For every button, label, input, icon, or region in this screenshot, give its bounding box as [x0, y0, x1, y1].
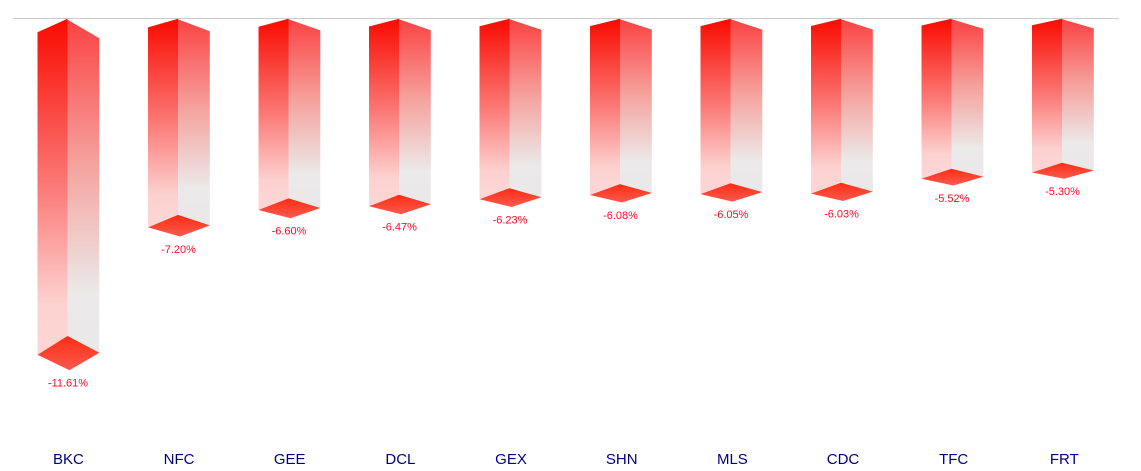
svg-text:DCL: DCL [385, 451, 415, 468]
svg-text:MLS: MLS [717, 451, 748, 468]
svg-text:-6.05%: -6.05% [714, 209, 749, 221]
svg-text:-6.23%: -6.23% [493, 214, 528, 226]
svg-text:-6.47%: -6.47% [382, 222, 417, 234]
svg-text:-6.60%: -6.60% [272, 226, 307, 238]
svg-text:-6.03%: -6.03% [824, 208, 859, 220]
svg-text:GEE: GEE [274, 451, 306, 468]
svg-text:SHN: SHN [606, 451, 638, 468]
svg-text:NFC: NFC [164, 451, 195, 468]
svg-text:-5.30%: -5.30% [1045, 186, 1080, 198]
svg-text:-11.61%: -11.61% [48, 378, 88, 390]
svg-text:-7.20%: -7.20% [161, 244, 196, 256]
svg-text:CDC: CDC [827, 451, 860, 468]
svg-text:GEX: GEX [495, 451, 527, 468]
svg-text:FRT: FRT [1050, 451, 1079, 468]
svg-text:-5.52%: -5.52% [935, 193, 970, 205]
svg-text:-6.08%: -6.08% [603, 210, 638, 222]
svg-text:TFC: TFC [939, 451, 968, 468]
svg-text:BKC: BKC [53, 451, 84, 468]
